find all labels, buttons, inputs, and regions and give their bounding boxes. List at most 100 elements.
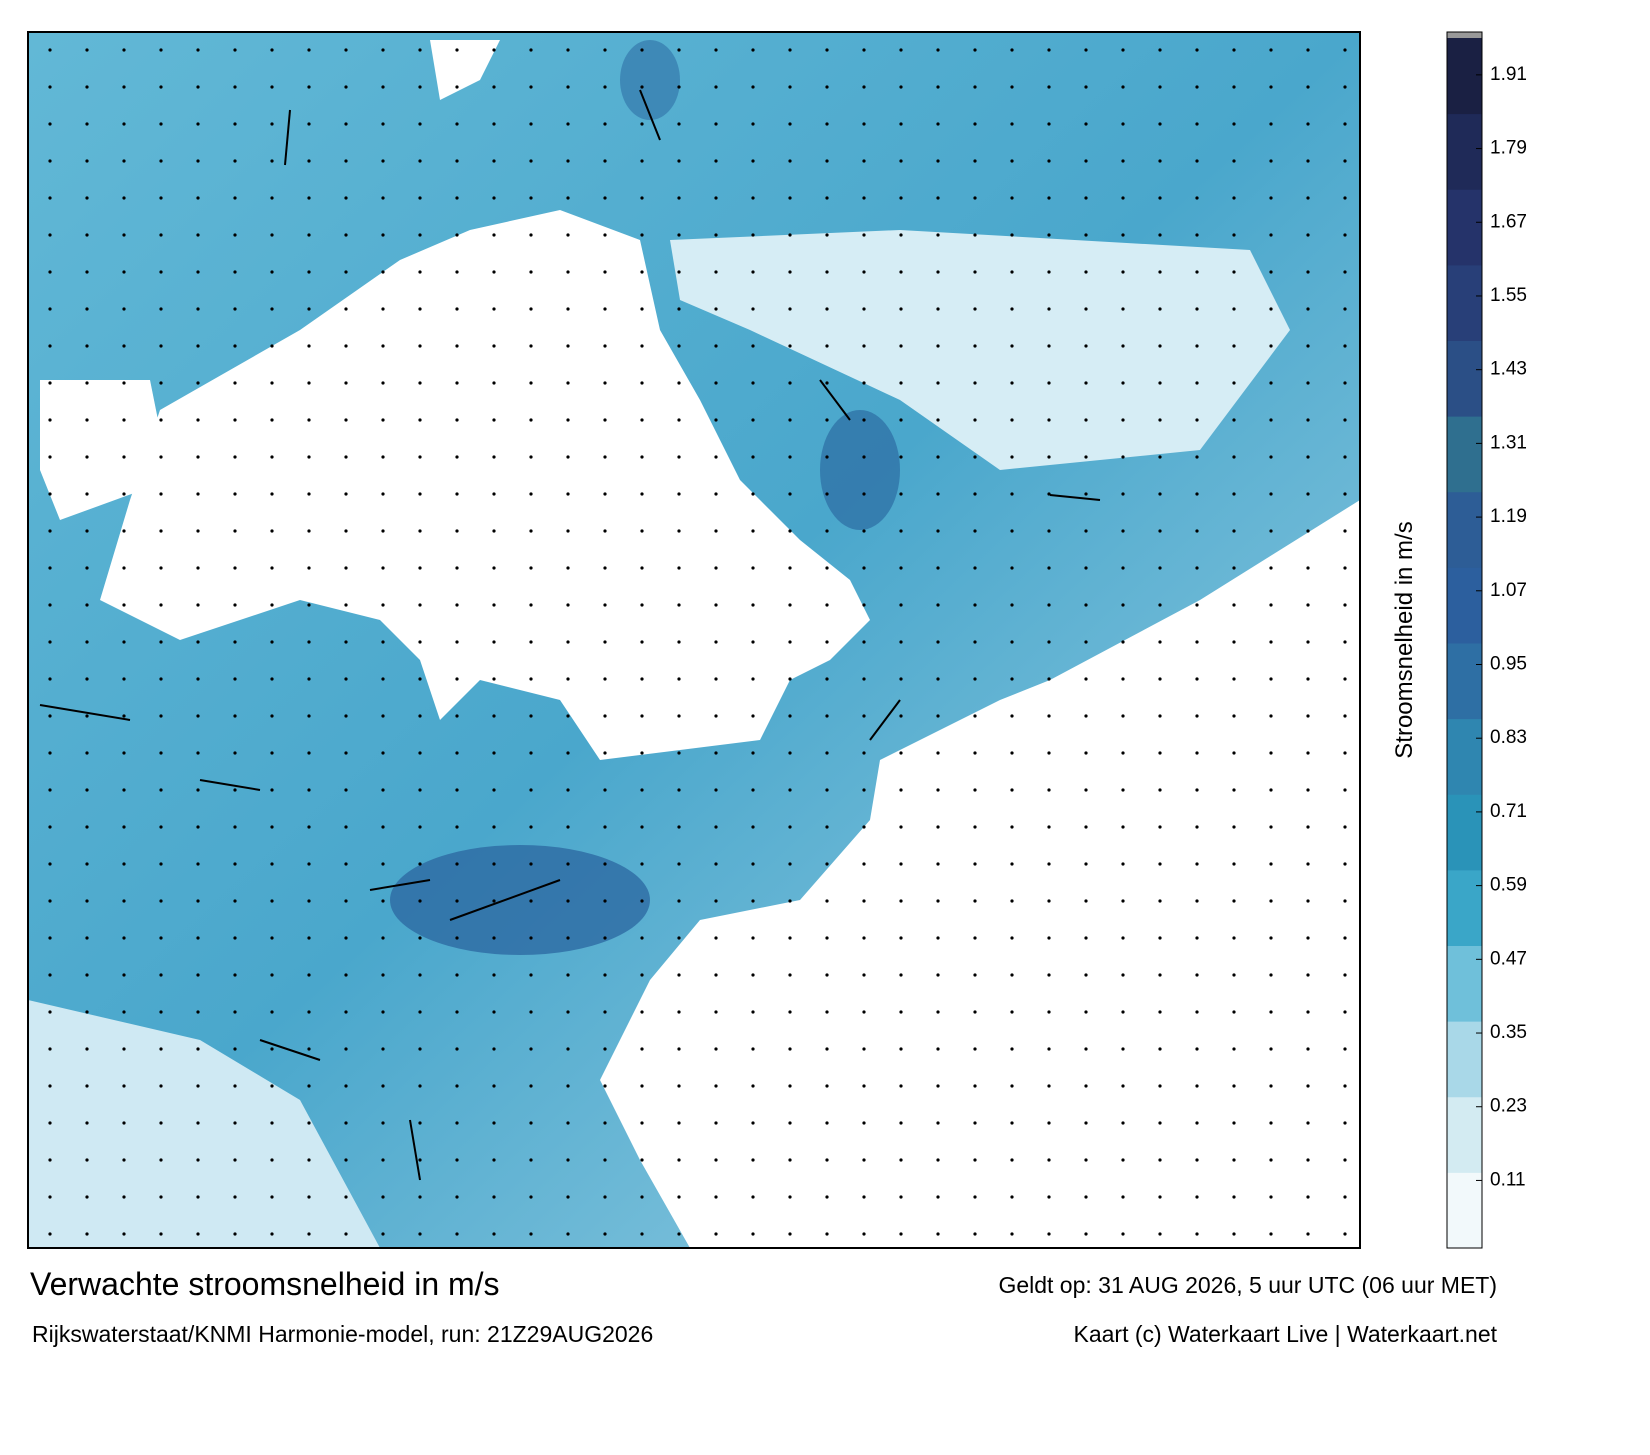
grid-dot xyxy=(1047,492,1051,496)
grid-dot xyxy=(788,455,792,459)
grid-dot xyxy=(1121,677,1125,681)
grid-dot xyxy=(788,529,792,533)
grid-dot xyxy=(48,788,52,792)
grid-dot xyxy=(714,825,718,829)
grid-dot xyxy=(603,1047,607,1051)
grid-dot xyxy=(862,492,866,496)
grid-dot xyxy=(973,529,977,533)
grid-dot xyxy=(270,825,274,829)
grid-dot xyxy=(1084,196,1088,200)
grid-dot xyxy=(1195,1084,1199,1088)
grid-dot xyxy=(270,714,274,718)
grid-dot xyxy=(640,233,644,237)
grid-dot xyxy=(381,529,385,533)
grid-dot xyxy=(1121,640,1125,644)
grid-dot xyxy=(1195,455,1199,459)
grid-dot xyxy=(1158,455,1162,459)
grid-dot xyxy=(640,196,644,200)
grid-dot xyxy=(1047,677,1051,681)
grid-dot xyxy=(1158,270,1162,274)
grid-dot xyxy=(418,1232,422,1236)
grid-dot xyxy=(677,122,681,126)
grid-dot xyxy=(1158,529,1162,533)
grid-dot xyxy=(233,418,237,422)
grid-dot xyxy=(85,492,89,496)
current-arrow xyxy=(39,704,131,721)
grid-dot xyxy=(233,529,237,533)
grid-dot xyxy=(677,381,681,385)
grid-dot xyxy=(307,270,311,274)
grid-dot xyxy=(48,825,52,829)
grid-dot xyxy=(1121,455,1125,459)
grid-dot xyxy=(936,1047,940,1051)
grid-dot xyxy=(381,418,385,422)
grid-dot xyxy=(566,122,570,126)
grid-dot xyxy=(862,270,866,274)
grid-dot xyxy=(677,566,681,570)
grid-dot xyxy=(751,936,755,940)
grid-dot xyxy=(1306,1084,1310,1088)
grid-dot xyxy=(862,529,866,533)
grid-dot xyxy=(48,85,52,89)
grid-dot xyxy=(196,492,200,496)
grid-dot xyxy=(455,85,459,89)
grid-dot xyxy=(1269,788,1273,792)
grid-dot xyxy=(1084,85,1088,89)
grid-dot xyxy=(159,603,163,607)
grid-dot xyxy=(529,973,533,977)
grid-dot xyxy=(492,48,496,52)
grid-dot xyxy=(640,529,644,533)
grid-dot xyxy=(492,751,496,755)
grid-dot xyxy=(640,1195,644,1199)
grid-dot xyxy=(455,270,459,274)
grid-dot xyxy=(1343,603,1347,607)
grid-dot xyxy=(566,233,570,237)
grid-dot xyxy=(1121,1084,1125,1088)
grid-dot xyxy=(233,455,237,459)
grid-dot xyxy=(1343,418,1347,422)
grid-dot xyxy=(233,788,237,792)
grid-dot xyxy=(640,751,644,755)
grid-dot xyxy=(270,48,274,52)
grid-dot xyxy=(751,529,755,533)
grid-dot xyxy=(973,1010,977,1014)
grid-dot xyxy=(640,1232,644,1236)
grid-dot xyxy=(307,862,311,866)
grid-dot xyxy=(381,714,385,718)
grid-dot xyxy=(566,1010,570,1014)
grid-dot xyxy=(85,973,89,977)
grid-dot xyxy=(862,825,866,829)
grid-dot xyxy=(825,529,829,533)
grid-dot xyxy=(233,677,237,681)
grid-dot xyxy=(714,233,718,237)
grid-dot xyxy=(381,122,385,126)
grid-dot xyxy=(825,159,829,163)
grid-dot xyxy=(788,566,792,570)
grid-dot xyxy=(529,307,533,311)
grid-dot xyxy=(307,1121,311,1125)
grid-dot xyxy=(344,418,348,422)
grid-dot xyxy=(344,825,348,829)
grid-dot xyxy=(1306,825,1310,829)
grid-dot xyxy=(936,862,940,866)
grid-dot xyxy=(196,418,200,422)
grid-dot xyxy=(122,973,126,977)
grid-dot xyxy=(1158,1047,1162,1051)
grid-dot xyxy=(714,566,718,570)
grid-dot xyxy=(640,159,644,163)
grid-dot xyxy=(233,1084,237,1088)
grid-dot xyxy=(1158,418,1162,422)
grid-dot xyxy=(714,1010,718,1014)
grid-dot xyxy=(344,492,348,496)
grid-dot xyxy=(714,1084,718,1088)
grid-dot xyxy=(862,603,866,607)
grid-dot xyxy=(196,1084,200,1088)
grid-dot xyxy=(788,381,792,385)
grid-dot xyxy=(418,85,422,89)
grid-dot xyxy=(973,714,977,718)
grid-dot xyxy=(1232,1158,1236,1162)
grid-dot xyxy=(1010,973,1014,977)
grid-dot xyxy=(492,233,496,237)
grid-dot xyxy=(640,936,644,940)
